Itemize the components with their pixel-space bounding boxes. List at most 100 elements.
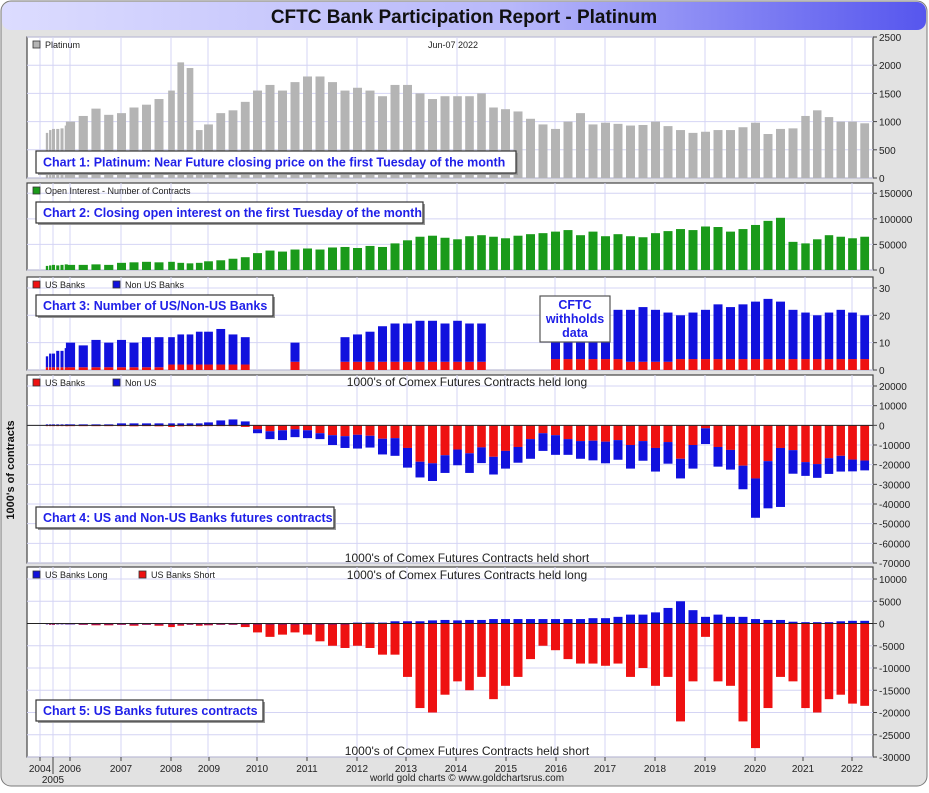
non-us-net-bar [477, 447, 486, 464]
us-long-bar [651, 612, 660, 624]
non-us-banks-bar [117, 339, 126, 368]
non-us-banks-bar [91, 339, 101, 368]
us-long-bar [477, 619, 486, 624]
us-short-bar [253, 623, 262, 633]
x-tick-label: 2018 [644, 764, 667, 775]
legend-label: Open Interest - Number of Contracts [45, 186, 191, 196]
open-interest-bar [538, 233, 548, 270]
open-interest-bar [265, 250, 275, 270]
price-bar [813, 110, 822, 178]
us-long-bar [576, 619, 585, 624]
us-long-bar [763, 619, 773, 624]
us-banks-net-bar [477, 425, 486, 448]
non-us-net-bar [513, 446, 523, 463]
non-us-banks-bar [56, 350, 60, 368]
us-banks-bar [228, 364, 238, 370]
open-interest-bar [49, 265, 52, 270]
us-banks-net-bar [453, 425, 462, 450]
y-axis-title: 1000's of contracts [5, 420, 17, 519]
non-us-banks-bar [216, 328, 226, 365]
us-short-bar [104, 623, 114, 626]
price-bar [489, 107, 498, 178]
us-short-bar [315, 623, 325, 642]
non-us-net-bar [588, 440, 598, 461]
y-tick-label: 10000 [879, 402, 907, 413]
us-banks-bar [663, 361, 673, 370]
us-banks-bar [738, 359, 748, 370]
open-interest-bar [315, 249, 325, 270]
us-long-bar [713, 614, 723, 624]
open-interest-bar [228, 258, 238, 270]
cftc-withholds-note: CFTC withholds data [539, 295, 611, 343]
non-us-banks-bar [477, 323, 486, 362]
us-long-bar [403, 621, 412, 624]
non-us-banks-bar [415, 320, 425, 362]
y-tick-label: -60000 [879, 539, 911, 550]
open-interest-bar [513, 235, 523, 270]
chart5-held-short: 1000's of Comex Futures Contracts held s… [345, 744, 590, 758]
price-bar [365, 90, 375, 178]
us-banks-bar [60, 367, 64, 370]
open-interest-bar [290, 249, 300, 270]
non-us-net-bar [465, 453, 474, 473]
us-long-bar [688, 610, 698, 624]
us-long-bar [526, 619, 535, 624]
x-tick-label: 2017 [594, 764, 617, 775]
open-interest-bar [638, 237, 648, 270]
open-interest-bar [403, 240, 412, 270]
x-tick-label: 2012 [346, 764, 369, 775]
non-us-net-bar [253, 429, 262, 434]
price-bar [315, 76, 325, 178]
us-banks-bar [240, 364, 250, 370]
open-interest-bar [303, 248, 312, 270]
us-long-bar [513, 619, 523, 624]
us-short-bar [651, 623, 660, 686]
legend-swatch [138, 570, 147, 579]
non-us-net-bar [848, 459, 857, 472]
non-us-net-bar [751, 478, 760, 518]
non-us-net-bar [365, 435, 375, 448]
non-us-net-bar [195, 423, 203, 426]
price-bar [278, 90, 287, 178]
us-banks-bar [763, 359, 773, 370]
non-us-banks-bar [65, 342, 76, 368]
non-us-net-bar [613, 440, 623, 460]
chart4-panel: 20000 10000 0 -10000 -20000 -30000 -40000 -5000… [26, 374, 911, 570]
us-banks-net-bar [278, 425, 287, 431]
non-us-banks-bar [440, 323, 450, 362]
non-us-banks-bar [49, 353, 52, 368]
open-interest-bar [65, 264, 76, 270]
y-tick-label: -25000 [879, 731, 911, 742]
price-bar [353, 87, 362, 178]
us-short-bar [265, 623, 275, 637]
non-us-net-bar [353, 434, 362, 449]
us-short-bar [195, 623, 203, 626]
price-bar [104, 114, 114, 178]
y-tick-label: 1000 [879, 118, 902, 129]
open-interest-bar [788, 241, 798, 270]
us-short-bar [477, 623, 486, 677]
y-tick-label: 0 [879, 174, 885, 185]
non-us-banks-bar [177, 334, 185, 365]
chart4-label-box: Chart 4: US and Non-US Banks futures con… [35, 506, 336, 530]
chart2-panel: 0 50000 100000 150000 Open Interest - Number… [26, 182, 913, 277]
us-banks-bar [142, 367, 151, 370]
us-long-bar [626, 614, 635, 624]
us-banks-bar [453, 361, 462, 370]
non-us-net-bar [824, 458, 834, 474]
open-interest-bar [776, 217, 785, 270]
non-us-net-bar [440, 455, 450, 473]
legend-label: US Banks [45, 280, 86, 290]
open-interest-bar [168, 261, 175, 270]
chart5-panel: 10000 5000 0 -5000 -10000 -15000 -20000 -25000 -… [26, 566, 911, 764]
price-bar [613, 123, 623, 178]
us-banks-net-bar [576, 425, 585, 442]
x-tick-label: 2015 [495, 764, 518, 775]
non-us-banks-bar [801, 312, 810, 360]
us-short-bar [365, 623, 375, 648]
us-banks-bar [51, 367, 56, 370]
price-bar [726, 130, 735, 178]
legend-label: US Banks Short [151, 570, 216, 580]
chart1-title: Chart 1: Platinum: Near Future closing p… [43, 156, 505, 170]
us-short-bar [563, 623, 573, 660]
